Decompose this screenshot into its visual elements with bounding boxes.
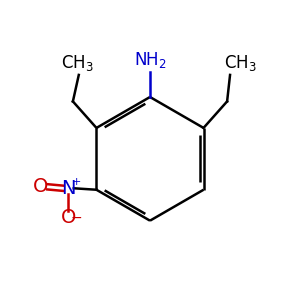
Text: O: O — [33, 177, 48, 196]
Text: −: − — [71, 211, 82, 225]
Text: +: + — [72, 177, 81, 187]
Text: N: N — [61, 179, 76, 198]
Text: O: O — [61, 208, 76, 227]
Text: CH$_3$: CH$_3$ — [61, 53, 94, 74]
Text: CH$_3$: CH$_3$ — [224, 53, 257, 74]
Text: NH$_2$: NH$_2$ — [134, 50, 166, 70]
